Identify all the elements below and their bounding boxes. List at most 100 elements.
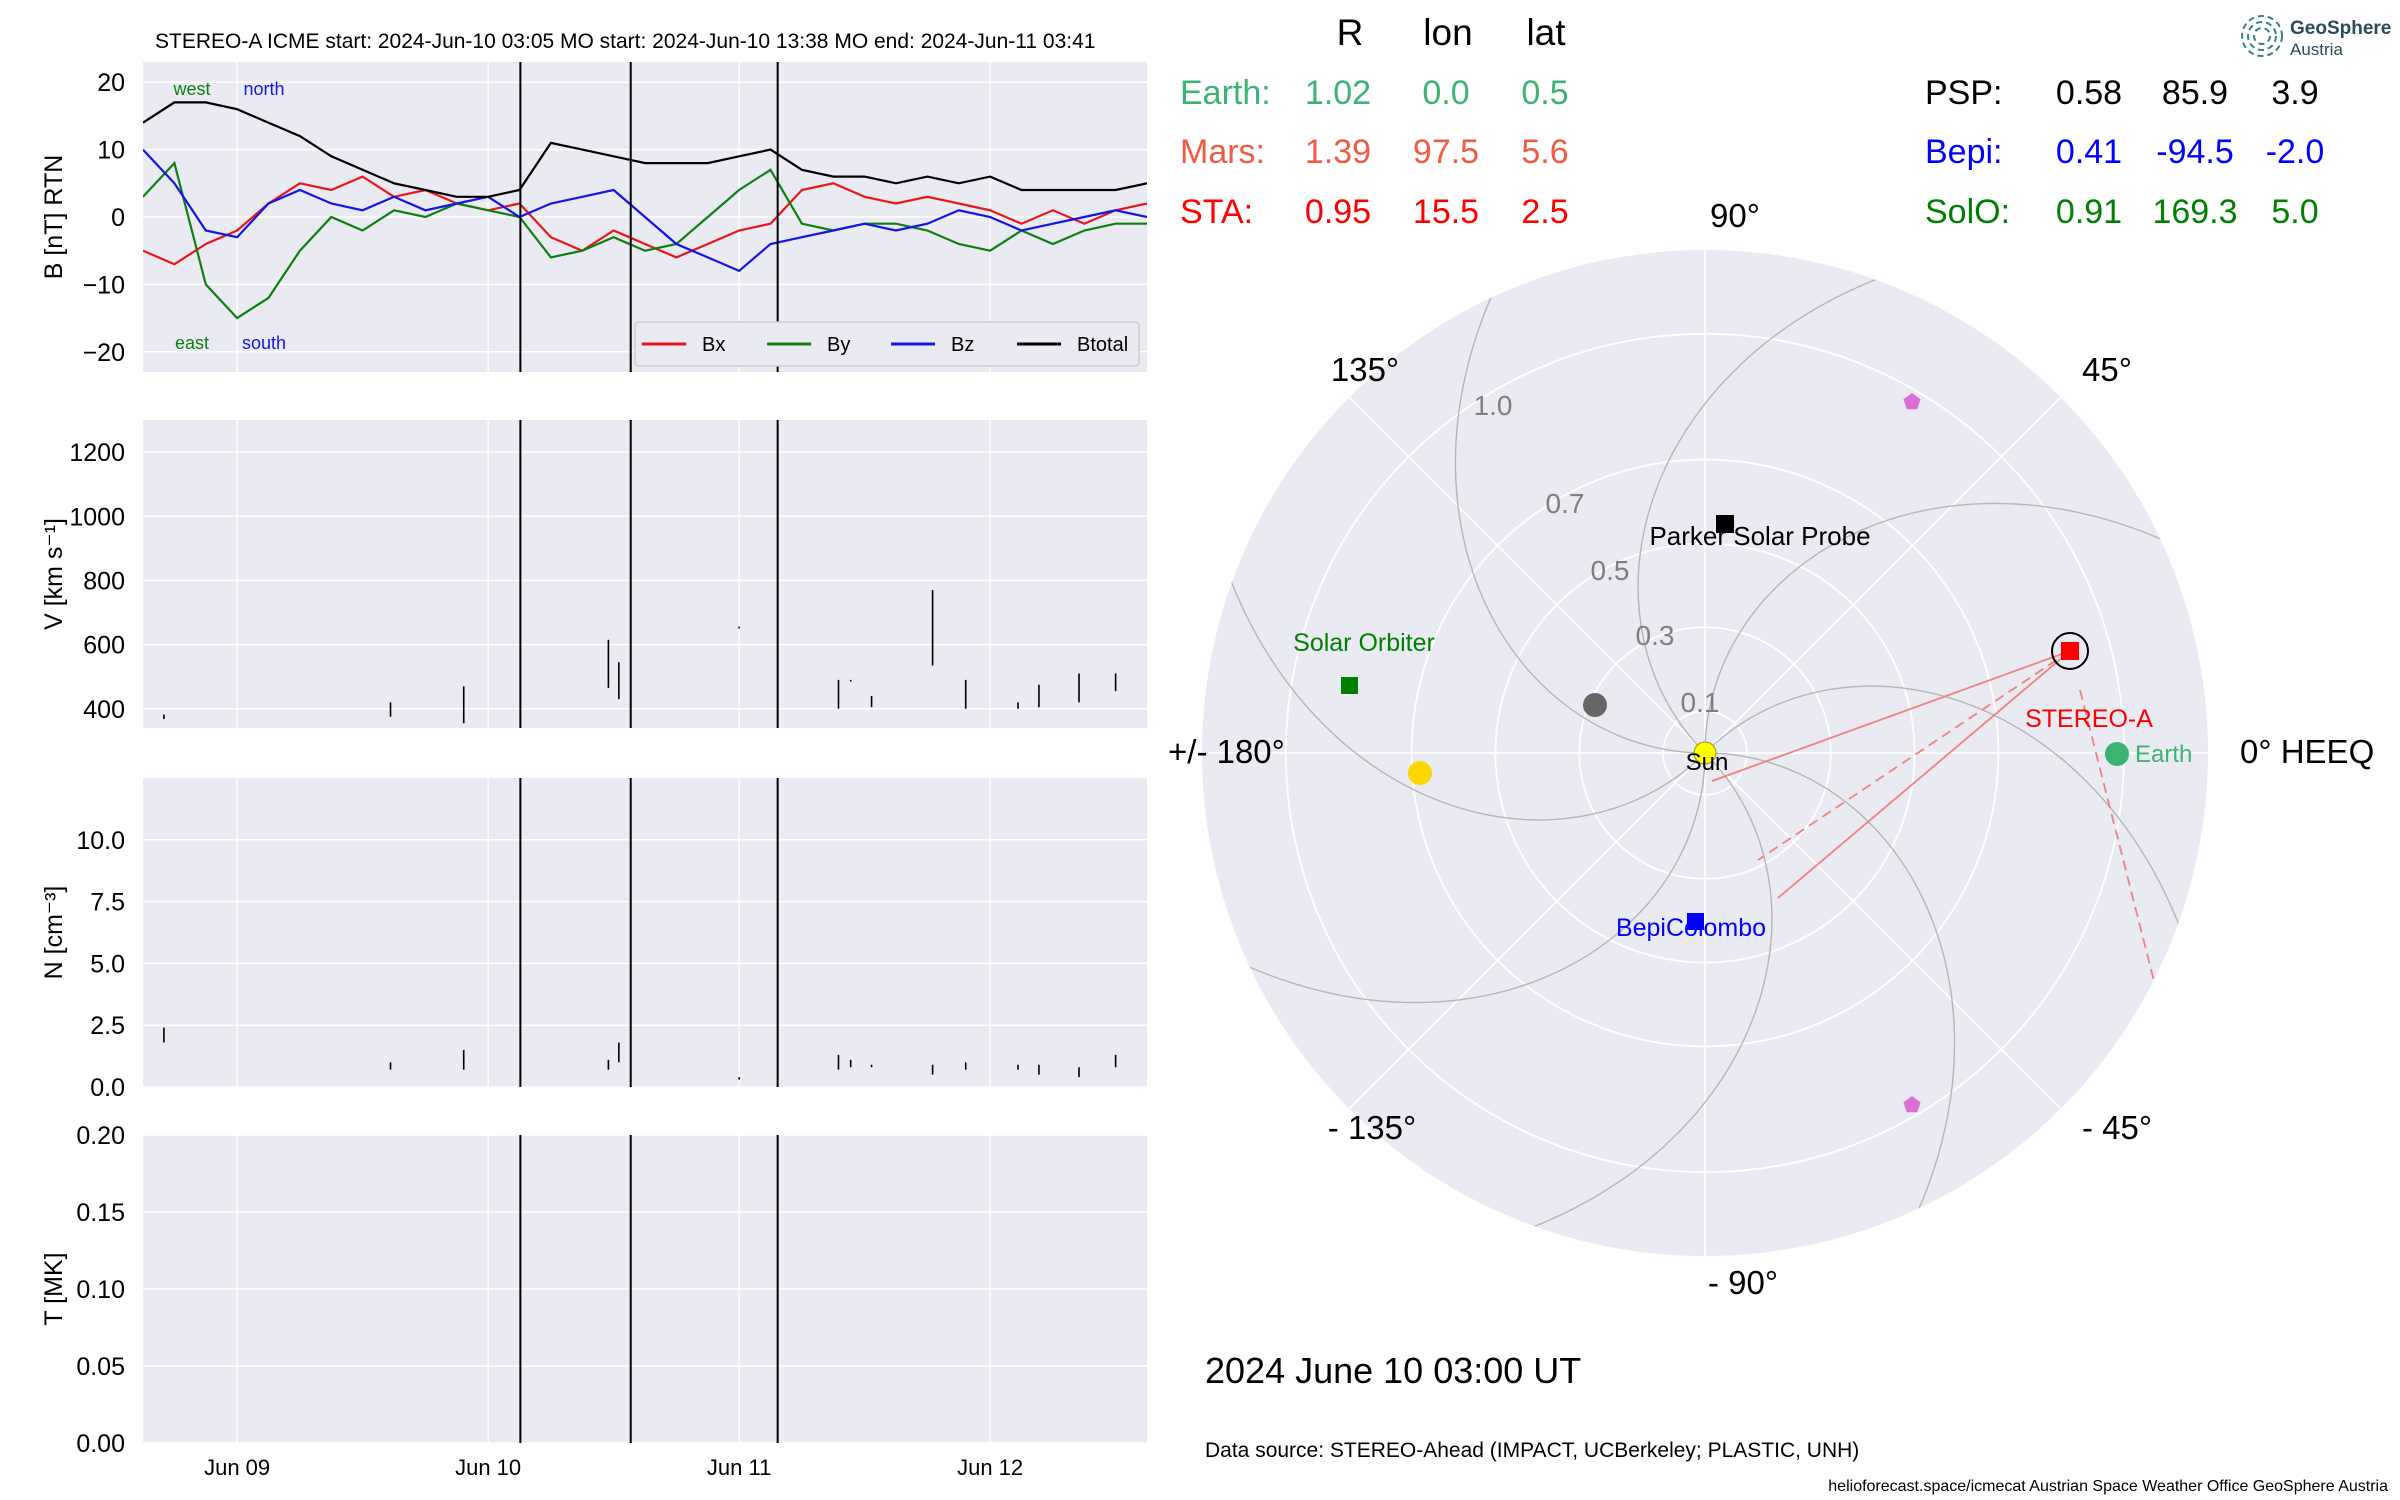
table-row-bepi-lat: -2.0	[2266, 133, 2325, 171]
table-header-lon: lon	[1423, 12, 1472, 53]
panel-1-y-tick-label: 800	[83, 567, 125, 595]
table-row-mars-name: Mars:	[1180, 133, 1265, 171]
parker-spiral	[1705, 752, 1956, 1256]
mercury-marker	[1583, 693, 1607, 717]
parker-spiral	[1454, 250, 1705, 754]
radial-label: 0.1	[1681, 687, 1720, 718]
bepicolombo-marker	[1687, 913, 1704, 930]
table-header-r: R	[1337, 12, 1364, 53]
table-row-mars-r: 1.39	[1305, 133, 1371, 171]
plot-title: STEREO-A ICME start: 2024-Jun-10 03:05 M…	[155, 30, 1095, 53]
earth-marker	[2105, 742, 2129, 766]
legend-bx-label: Bx	[702, 334, 725, 356]
footer-label: helioforecast.space/icmecat Austrian Spa…	[1828, 1478, 2388, 1495]
panel-3-y-tick-label: 0.05	[76, 1353, 125, 1381]
table-row-solo-name: SolO:	[1925, 193, 2010, 231]
x-tick-label: Jun 12	[957, 1455, 1023, 1480]
table-row-earth-name: Earth:	[1180, 74, 1271, 112]
panel-1-background	[143, 420, 1147, 728]
series-bz-line	[143, 148, 1147, 273]
panel-3-y-tick-label: 0.10	[76, 1276, 125, 1304]
panel-3-y-tick-label: 0.20	[76, 1122, 125, 1150]
table-row-solo-lon: 169.3	[2152, 193, 2237, 231]
table-row-sta-r: 0.95	[1305, 193, 1371, 231]
l5-marker	[1903, 1096, 1921, 1113]
sun-marker	[1693, 741, 1717, 765]
legend-by-label: By	[827, 334, 850, 356]
table-row-mars-lat: 5.6	[1521, 133, 1568, 171]
series-btotal-line	[143, 101, 1147, 198]
panel-1-y-tick-label: 1200	[69, 439, 125, 467]
panel-0-y-tick-label: −10	[83, 271, 125, 299]
annotation-north: north	[243, 79, 284, 99]
table-row-psp-r: 0.58	[2056, 74, 2122, 112]
panel-3-y-tick-label: 0.00	[76, 1430, 125, 1458]
angle-label: - 135°	[1328, 1109, 1416, 1146]
panel-2-y-tick-label: 5.0	[90, 950, 125, 978]
x-tick-label: Jun 09	[204, 1455, 270, 1480]
logo-text-line1: GeoSphere	[2290, 18, 2391, 39]
parker-spiral	[1202, 753, 1706, 1004]
panel-0-y-tick-label: −20	[83, 339, 125, 367]
parker-spiral	[1446, 752, 1773, 1253]
stereo-a-ring	[2051, 632, 2089, 670]
series-by-line	[143, 160, 1147, 320]
table-row-earth-lon: 0.0	[1422, 74, 1469, 112]
stereo-a-marker	[2061, 642, 2079, 660]
parker-spiral	[1704, 502, 2208, 753]
angular-gridline	[1348, 752, 1706, 1110]
panel-3-y-axis-label: T [MK]	[40, 1252, 68, 1325]
panel-0-y-tick-label: 20	[97, 69, 125, 97]
table-header-lat: lat	[1526, 12, 1566, 53]
annotation-south: south	[242, 333, 286, 353]
radial-label: 1.0	[1474, 390, 1513, 421]
panel-1-y-tick-label: 1000	[69, 503, 125, 531]
earth-label: Earth	[2135, 741, 2192, 768]
angle-label: 90°	[1710, 197, 1760, 234]
table-row-solo-r: 0.91	[2056, 193, 2122, 231]
angular-gridline	[1704, 396, 2062, 754]
x-tick-label: Jun 11	[707, 1455, 771, 1480]
table-row-bepi-r: 0.41	[2056, 133, 2122, 171]
sta-fov-line	[1711, 650, 2071, 782]
sta-fov-line	[1777, 650, 2071, 899]
annotation-west: west	[172, 79, 210, 99]
angle-label: - 45°	[2082, 1109, 2152, 1146]
polar-content	[1202, 250, 2208, 1256]
table-row-bepi-lon: -94.5	[2156, 133, 2234, 171]
panel-2-y-axis-label: N [cm⁻³]	[40, 886, 68, 980]
angle-label: - 90°	[1708, 1264, 1778, 1301]
logo-text-line2: Austria	[2290, 40, 2343, 59]
panel-0-y-tick-label: 0	[111, 204, 125, 232]
angle-label: 0° HEEQ	[2240, 733, 2374, 770]
table-row-earth-r: 1.02	[1305, 74, 1371, 112]
sta-fov-dashed-line	[1757, 650, 2071, 861]
series-bx-line	[143, 175, 1147, 266]
parker-spiral	[1637, 253, 1964, 754]
data-source-label: Data source: STEREO-Ahead (IMPACT, UCBer…	[1205, 1439, 1859, 1462]
table-row-sta-name: STA:	[1180, 193, 1253, 231]
logo-ring	[2253, 27, 2271, 45]
x-tick-label: Jun 10	[455, 1455, 521, 1480]
panel-0-y-tick-label: 10	[97, 137, 125, 165]
annotation-east: east	[175, 333, 209, 353]
angular-gridline	[1704, 752, 2062, 1110]
radial-label: 0.5	[1591, 555, 1630, 586]
logo-ring	[2241, 15, 2283, 57]
panel-2-data	[163, 1027, 1117, 1080]
bepicolombo-label: BepiColombo	[1616, 914, 1766, 942]
panel-2-y-tick-label: 0.0	[90, 1074, 125, 1102]
table-row-psp-lon: 85.9	[2162, 74, 2228, 112]
angle-label: +/- 180°	[1168, 733, 1285, 770]
panel-2-y-tick-label: 7.5	[90, 889, 125, 917]
angular-gridline	[1348, 396, 1706, 754]
stereo-a-label: STEREO-A	[2025, 705, 2153, 733]
panel-1-y-axis-label: V [km s⁻¹]	[40, 518, 68, 630]
legend-bz-label: Bz	[951, 334, 974, 356]
l4-marker	[1903, 393, 1921, 410]
sta-fov-dashed-line	[2079, 689, 2156, 986]
table-row-mars-lon: 97.5	[1413, 133, 1479, 171]
angle-label: 135°	[1331, 351, 1399, 388]
table-row-earth-lat: 0.5	[1521, 74, 1568, 112]
